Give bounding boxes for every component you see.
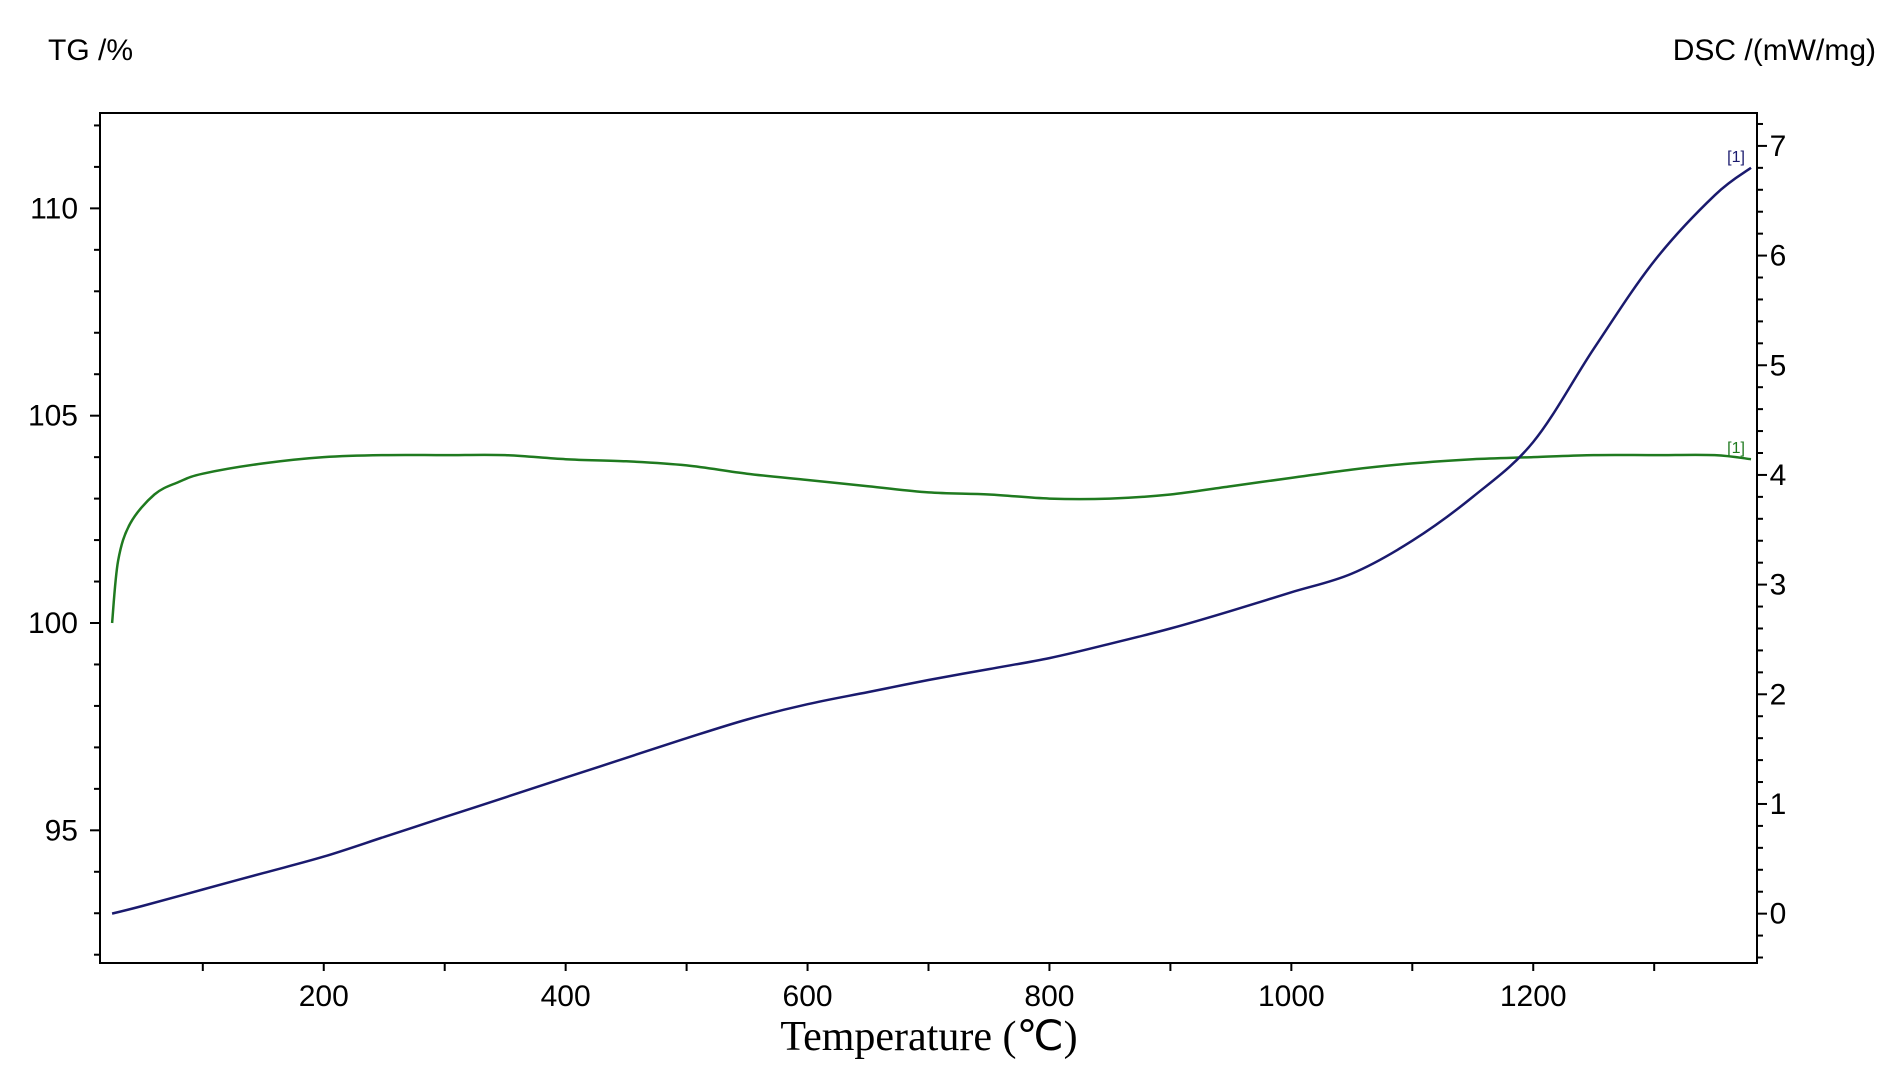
right-tick-label: 5 [1770,349,1787,382]
right-tick-label: 0 [1770,898,1787,931]
right-axis-ticks: 0 1 2 3 4 5 6 7 [1757,122,1787,959]
x-tick-label: 1200 [1500,980,1567,1013]
x-tick-label: 600 [783,980,833,1013]
x-tick-label: 1000 [1258,980,1325,1013]
dsc-series-label: [1] [1727,149,1745,166]
x-axis-ticks: 200 400 600 800 1000 1200 [201,963,1656,1013]
dsc-series-line [111,166,1752,915]
right-tick-label: 2 [1770,678,1787,711]
x-tick-label: 800 [1024,980,1074,1013]
right-tick-label: 1 [1770,788,1787,821]
right-tick-label: 7 [1770,130,1787,163]
right-axis-title: DSC /(mW/mg) [1673,34,1876,67]
x-tick-label: 400 [541,980,591,1013]
right-tick-label: 6 [1770,240,1787,273]
tg-series-line [110,453,1752,624]
left-axis-title: TG /% [48,34,133,67]
left-tick-label: 100 [28,607,78,640]
left-tick-label: 105 [28,400,78,433]
right-tick-label: 3 [1770,569,1787,602]
x-tick-label: 200 [299,980,349,1013]
series-layer: [1] [1] [110,149,1752,915]
left-axis-ticks: 95 100 105 110 [28,124,100,956]
plot-area-frame [99,112,1758,964]
left-tick-label: 110 [30,192,78,225]
tg-series-label: [1] [1727,440,1745,457]
x-axis-title: Temperature (℃) [780,1014,1077,1060]
left-tick-label: 95 [45,814,78,847]
right-tick-label: 4 [1770,459,1787,492]
